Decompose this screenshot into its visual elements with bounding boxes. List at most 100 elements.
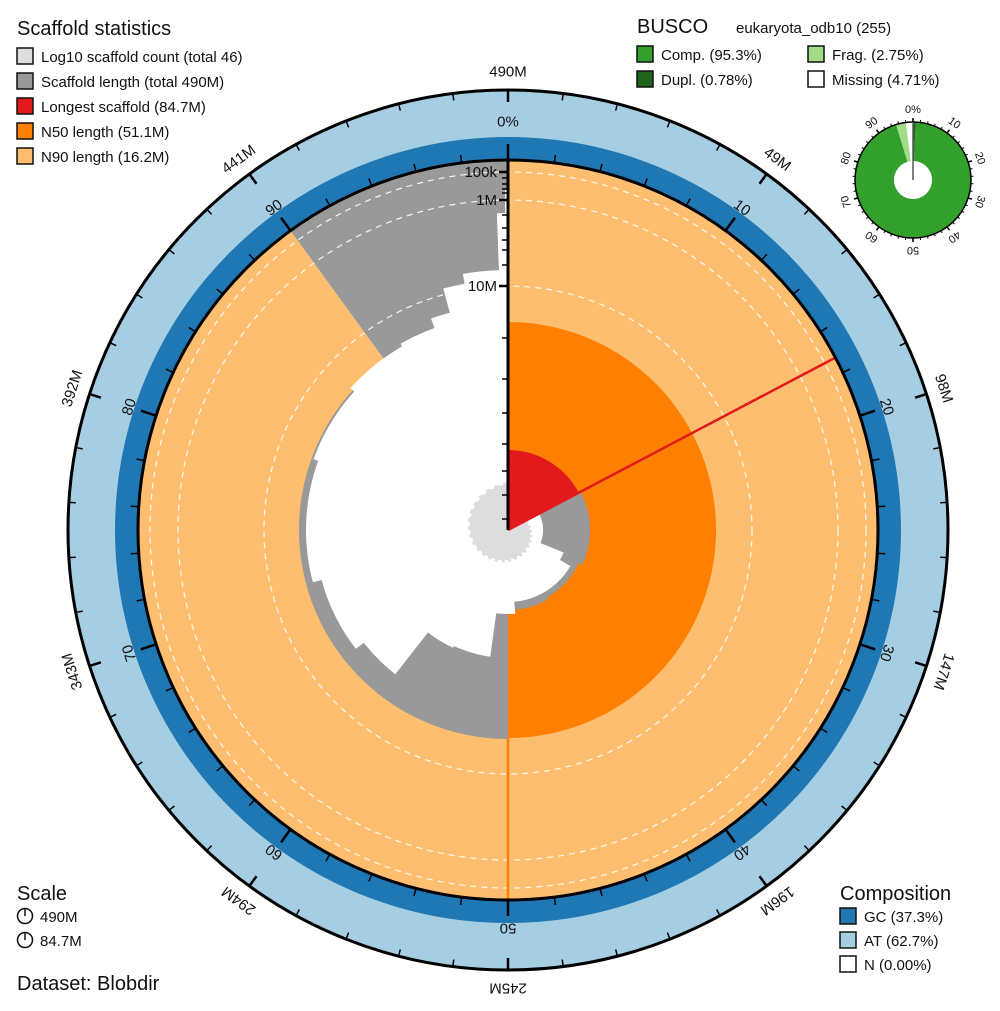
busco-tick	[853, 197, 859, 200]
length-tick	[136, 293, 143, 299]
radial-tick-label: 10M	[468, 278, 497, 295]
length-tick	[452, 959, 455, 967]
percent-tick	[413, 163, 417, 172]
length-tick	[136, 761, 143, 767]
busco-tick-label: 60	[863, 228, 880, 245]
busco-ring-chart: 0% 10 20 30 40 50 60 70 80 90	[839, 104, 987, 256]
percent-tick	[188, 727, 197, 734]
length-tick	[715, 909, 721, 916]
percent-tick-label: 90	[262, 196, 285, 220]
length-tick	[715, 144, 721, 151]
scale-legend: Scale 490M 84.7M Dataset: Blobdir	[16, 883, 160, 995]
busco-swatch-duplicated	[636, 70, 654, 88]
busco-tick	[967, 197, 973, 200]
percent-tick-label: 0%	[497, 114, 519, 131]
percent-tick	[165, 686, 174, 692]
length-tick	[397, 949, 402, 957]
busco-swatch-missing	[807, 70, 825, 88]
percent-tick-label: 30	[876, 642, 897, 663]
percent-tick	[792, 288, 800, 295]
length-tick	[248, 173, 258, 185]
length-tick	[295, 144, 301, 151]
length-tick	[452, 93, 455, 101]
length-tick-label: 98M	[931, 372, 956, 405]
busco-tick-label: 10	[946, 115, 963, 132]
radial-tick-label: 100k	[464, 164, 497, 181]
longest-scaffold-sector	[508, 450, 579, 530]
busco-tick	[861, 147, 865, 150]
busco-tick	[858, 153, 861, 156]
busco-tick	[871, 135, 874, 139]
percent-tick	[459, 154, 463, 164]
length-tick	[803, 208, 810, 215]
snail-plot-body: 0%102030405060708090490M49M98M147M196M24…	[59, 64, 958, 997]
length-tick	[168, 248, 175, 255]
length-tick	[758, 875, 768, 887]
percent-tick	[216, 288, 224, 295]
percent-tick	[368, 873, 373, 882]
percent-tick	[724, 828, 736, 844]
percent-tick	[871, 458, 880, 462]
length-tick	[873, 761, 880, 767]
legend-label: N50 length (51.1M)	[41, 124, 169, 141]
legend-label: Scaffold length (total 490M)	[41, 74, 224, 91]
percent-tick	[877, 552, 886, 555]
busco-lineage: eukaryota_odb10 (255)	[736, 20, 891, 37]
length-tick	[248, 875, 258, 887]
percent-tick-label: 50	[500, 920, 517, 937]
length-tick	[295, 909, 301, 916]
legend-swatch-longest	[16, 97, 34, 115]
busco-tick	[946, 226, 951, 231]
percent-tick	[643, 178, 648, 187]
percent-tick	[280, 216, 292, 232]
scale-longest-label: 84.7M	[40, 933, 82, 950]
length-tick-label: 49M	[760, 144, 794, 175]
length-tick	[109, 713, 117, 719]
busco-tick	[875, 226, 880, 231]
length-tick	[206, 208, 213, 215]
busco-tick-label: 20	[972, 151, 987, 166]
busco-tick	[926, 121, 929, 124]
busco-tick	[858, 204, 861, 207]
length-tick	[666, 932, 671, 940]
busco-tick	[952, 221, 955, 225]
percent-tick	[724, 216, 736, 232]
busco-swatch-complete	[636, 45, 654, 63]
percent-tick	[877, 505, 886, 508]
busco-tick-label: 30	[972, 194, 987, 209]
percent-tick	[248, 253, 256, 261]
percent-tick-label: 10	[730, 196, 753, 220]
busco-tick-label: 50	[907, 244, 919, 256]
busco-tick	[965, 153, 968, 156]
length-tick	[899, 341, 907, 347]
percent-tick	[165, 368, 174, 374]
percent-tick	[368, 178, 373, 187]
length-tick	[614, 103, 619, 111]
legend-swatch-n90	[16, 147, 34, 165]
percent-tick	[136, 598, 145, 602]
length-tick	[841, 248, 848, 255]
busco-tick-label: 40	[946, 228, 963, 245]
log-scaffold-count-area	[467, 482, 533, 563]
busco-tick	[933, 123, 936, 127]
percent-tick-label: 80	[119, 396, 140, 417]
percent-tick-label: 60	[262, 840, 285, 864]
percent-tick	[553, 896, 557, 906]
percent-tick-label: 40	[730, 840, 753, 864]
busco-tick	[957, 141, 960, 144]
length-tick	[899, 713, 907, 719]
busco-label: Missing (4.71%)	[832, 72, 940, 89]
busco-tick	[897, 236, 900, 239]
length-tick	[345, 120, 350, 128]
busco-tick	[952, 135, 955, 139]
percent-tick	[643, 873, 648, 882]
busco-tick	[890, 233, 893, 237]
length-tick	[89, 661, 102, 668]
busco-tick	[853, 160, 859, 163]
busco-tick-label: 90	[863, 115, 880, 132]
length-tick	[914, 392, 927, 399]
length-tick	[397, 103, 402, 111]
busco-complete-sector	[855, 122, 971, 238]
busco-legend: BUSCO eukaryota_odb10 (255) Comp. (95.3%…	[636, 16, 940, 89]
composition-swatch-at	[839, 931, 857, 949]
